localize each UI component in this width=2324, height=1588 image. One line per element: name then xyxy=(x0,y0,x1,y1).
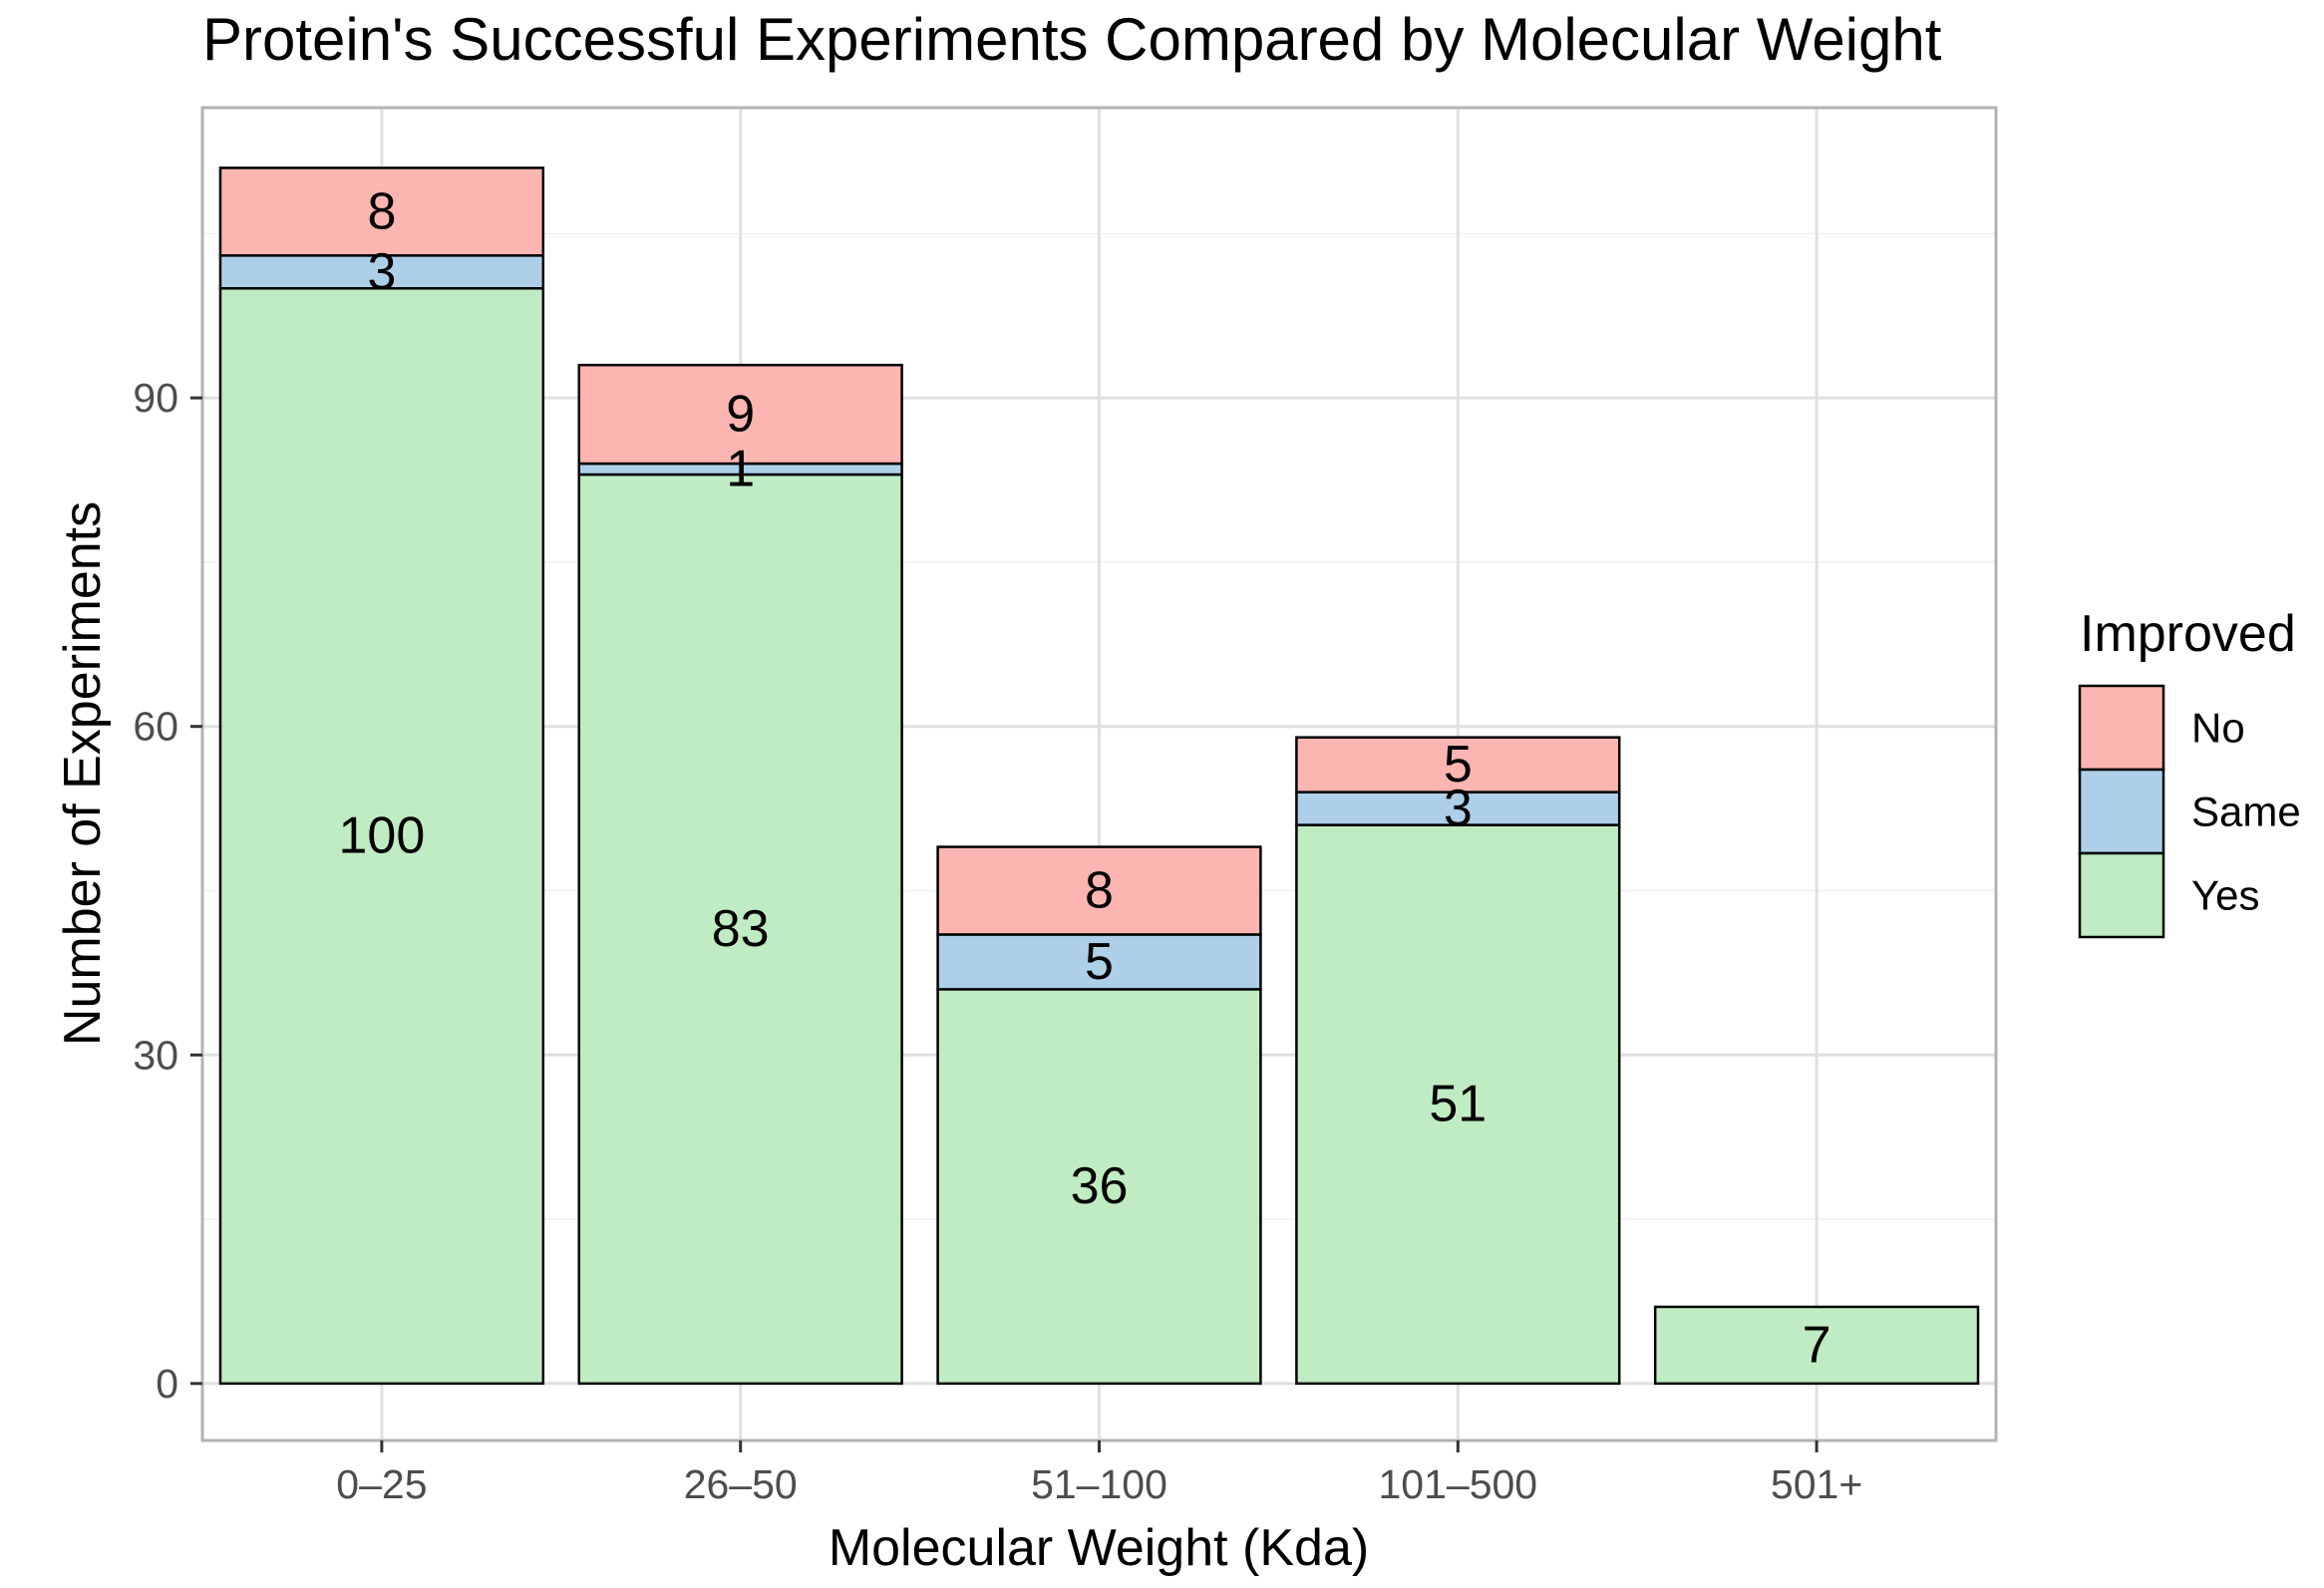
bars xyxy=(218,166,1980,1386)
y-tick-label: 60 xyxy=(133,704,178,750)
bar-label-no-2: 8 xyxy=(1085,862,1114,920)
y-tick-label: 30 xyxy=(133,1032,178,1078)
bar-label-same-1: 1 xyxy=(726,441,755,498)
y-tick-label: 90 xyxy=(133,375,178,421)
bar-segment-yes-2 xyxy=(936,988,1262,1386)
legend-label-no: No xyxy=(2191,705,2245,752)
bar-segment-same-0 xyxy=(218,254,545,290)
legend: Improved No Same Yes xyxy=(2078,605,2301,939)
x-axis-title: Molecular Weight (Kda) xyxy=(829,1519,1369,1577)
legend-key-same xyxy=(2078,768,2165,855)
legend-key-no xyxy=(2078,684,2165,772)
chart-title: Protein's Successful Experiments Compare… xyxy=(202,6,1942,73)
y-tick-label: 0 xyxy=(156,1361,178,1407)
x-tick-label: 101–500 xyxy=(1378,1461,1537,1507)
x-tick-label: 501+ xyxy=(1771,1461,1862,1507)
legend-key-yes xyxy=(2078,851,2165,939)
x-tick-label: 51–100 xyxy=(1031,1461,1167,1507)
bar-label-same-3: 3 xyxy=(1444,780,1473,837)
bar-segment-same-3 xyxy=(1295,791,1621,826)
legend-title: Improved xyxy=(2080,605,2296,663)
bar-label-no-1: 9 xyxy=(726,386,755,444)
x-tick-label: 0–25 xyxy=(336,1461,427,1507)
bar-segment-no-3 xyxy=(1295,736,1621,794)
bar-label-yes-1: 83 xyxy=(712,900,770,958)
legend-label-yes: Yes xyxy=(2191,872,2260,919)
bar-segment-yes-4 xyxy=(1653,1305,1980,1386)
bar-segment-yes-1 xyxy=(577,473,903,1386)
x-axis: 0–25 26–50 51–100 101–500 501+ xyxy=(336,1440,1862,1507)
bar-label-same-0: 3 xyxy=(367,243,396,301)
bar-segment-no-0 xyxy=(218,166,545,257)
bar-label-yes-2: 36 xyxy=(1071,1157,1129,1215)
bar-label-yes-4: 7 xyxy=(1803,1316,1831,1374)
bar-label-same-2: 5 xyxy=(1085,933,1114,991)
y-axis: 0 30 60 90 xyxy=(133,375,202,1407)
bar-segment-yes-3 xyxy=(1295,823,1621,1386)
bar-label-yes-3: 51 xyxy=(1429,1076,1487,1133)
bar-label-no-0: 8 xyxy=(367,182,396,240)
bar-segment-no-2 xyxy=(936,845,1262,936)
bar-label-yes-0: 100 xyxy=(339,807,426,865)
legend-label-same: Same xyxy=(2191,789,2301,835)
bar-segment-no-1 xyxy=(577,363,903,466)
y-axis-title: Number of Experiments xyxy=(54,501,112,1046)
bar-label-no-3: 5 xyxy=(1444,736,1473,794)
x-tick-label: 26–50 xyxy=(684,1461,798,1507)
